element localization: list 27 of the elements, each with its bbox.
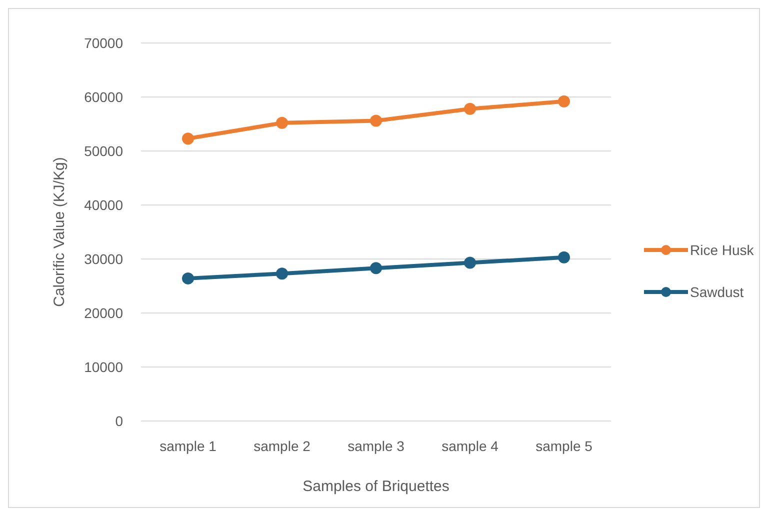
y-tick-label: 10000 [84,358,124,375]
y-tick-label: 70000 [84,34,124,51]
x-tick-label: sample 1 [160,438,217,454]
point [464,256,476,269]
x-tick-label: sample 3 [348,438,405,454]
x-tick-label: sample 2 [254,438,311,454]
point [464,102,476,115]
y-axis-title: Calorific Value (KJ/Kg) [51,157,68,307]
point [276,268,288,280]
point [558,95,570,108]
y-tick-label: 60000 [84,88,124,105]
point [276,116,288,129]
point [182,272,194,284]
y-tick-label: 0 [115,412,124,429]
y-tick-label: 50000 [84,142,124,159]
x-tick-label: sample 4 [442,438,499,454]
point [370,262,382,274]
y-tick-label: 20000 [84,304,124,321]
legend-label: Rice Husk [690,242,755,258]
y-tick-label: 30000 [84,250,124,267]
x-axis-title: Samples of Briquettes [302,478,450,495]
y-tick-label: 40000 [84,196,124,213]
point [182,132,194,145]
legend-label: Sawdust [690,284,744,300]
x-tick-label: sample 5 [536,438,593,454]
point [558,251,570,264]
point [370,114,382,127]
